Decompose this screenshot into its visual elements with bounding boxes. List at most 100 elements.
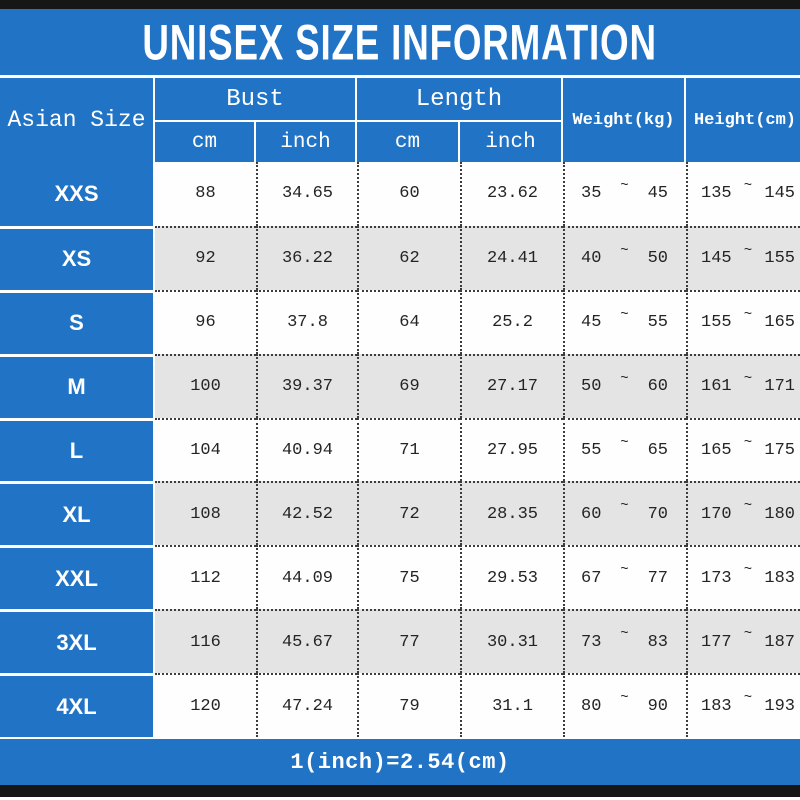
weight-range-cell: 67 ~ 77: [563, 545, 686, 610]
table-row: M 100 39.37 69 27.17 50 ~ 60 161 ~ 171: [0, 353, 800, 418]
weight-range-cell: 60 ~ 70: [563, 481, 686, 546]
weight-range-cell: 55 ~ 65: [563, 417, 686, 482]
length-cm-cell: 71: [357, 417, 460, 482]
height-max: 145: [764, 184, 795, 204]
size-label-cell: 3XL: [0, 609, 155, 674]
length-cm-cell: 60: [357, 162, 460, 226]
weight-max: 65: [647, 441, 668, 460]
size-label-cell: S: [0, 289, 155, 354]
height-max: 155: [764, 249, 795, 269]
bust-cm-cell: 120: [155, 673, 256, 738]
length-inch-cell: 23.62: [460, 162, 563, 226]
height-range-cell: 177 ~ 187: [686, 609, 800, 674]
weight-max: 70: [647, 504, 668, 524]
weight-max: 90: [647, 696, 668, 716]
weight-min: 55: [581, 441, 602, 460]
weight-min: 60: [581, 504, 602, 524]
table-row: XS 92 36.22 62 24.41 40 ~ 50 145 ~ 155: [0, 225, 800, 290]
tilde-separator: ~: [743, 434, 753, 451]
bust-inch-cell: 36.22: [256, 225, 357, 290]
size-label-cell: XS: [0, 225, 155, 290]
table-row: S 96 37.8 64 25.2 45 ~ 55 155 ~ 165: [0, 289, 800, 354]
weight-min: 35: [581, 184, 602, 204]
length-cm-cell: 62: [357, 225, 460, 290]
table-row: XXL 112 44.09 75 29.53 67 ~ 77 173 ~ 183: [0, 545, 800, 610]
table-row: XXS 88 34.65 60 23.62 35 ~ 45 135 ~ 145: [0, 162, 800, 226]
bust-cm-cell: 92: [155, 225, 256, 290]
length-cm-cell: 77: [357, 609, 460, 674]
tilde-separator: ~: [620, 690, 629, 707]
weight-min: 40: [581, 249, 602, 269]
header-length-group: Length: [357, 78, 561, 120]
weight-range-cell: 80 ~ 90: [563, 673, 686, 738]
length-cm-cell: 79: [357, 673, 460, 738]
weight-range-cell: 35 ~ 45: [563, 162, 686, 226]
weight-range-cell: 73 ~ 83: [563, 609, 686, 674]
tilde-separator: ~: [743, 562, 753, 579]
conversion-note: 1(inch)=2.54(cm): [290, 749, 510, 775]
table-row: L 104 40.94 71 27.95 55 ~ 65 165 ~ 175: [0, 417, 800, 482]
height-range-cell: 145 ~ 155: [686, 225, 800, 290]
title-bar: UNISEX SIZE INFORMATION: [0, 9, 800, 78]
weight-max: 83: [647, 632, 668, 652]
length-inch-cell: 25.2: [460, 289, 563, 354]
top-frame-bar: [0, 0, 800, 9]
header-bust-cm: cm: [155, 122, 254, 162]
size-label-cell: XXS: [0, 162, 155, 226]
bust-inch-cell: 39.37: [256, 353, 357, 418]
bust-cm-cell: 96: [155, 289, 256, 354]
bust-inch-cell: 44.09: [256, 545, 357, 610]
length-cm-cell: 72: [357, 481, 460, 546]
length-inch-cell: 30.31: [460, 609, 563, 674]
size-label-cell: L: [0, 417, 155, 482]
bottom-frame-bar: [0, 785, 800, 797]
length-inch-cell: 31.1: [460, 673, 563, 738]
length-inch-cell: 27.17: [460, 353, 563, 418]
weight-min: 73: [581, 632, 602, 652]
height-min: 173: [701, 568, 732, 588]
height-max: 171: [764, 377, 795, 397]
bust-cm-cell: 116: [155, 609, 256, 674]
length-inch-cell: 24.41: [460, 225, 563, 290]
table-row: 4XL 120 47.24 79 31.1 80 ~ 90 183 ~ 193: [0, 673, 800, 738]
height-min: 155: [701, 313, 732, 333]
table-header: Asian Size Bust Length cm inch cm inch W…: [0, 78, 800, 162]
length-cm-cell: 64: [357, 289, 460, 354]
bust-inch-cell: 47.24: [256, 673, 357, 738]
length-inch-cell: 27.95: [460, 417, 563, 482]
length-inch-cell: 29.53: [460, 545, 563, 610]
bust-cm-cell: 108: [155, 481, 256, 546]
height-min: 145: [701, 249, 732, 269]
tilde-separator: ~: [620, 306, 629, 323]
weight-max: 45: [647, 184, 668, 204]
tilde-separator: ~: [620, 434, 629, 451]
tilde-separator: ~: [743, 306, 753, 323]
weight-range-cell: 45 ~ 55: [563, 289, 686, 354]
table-row: 3XL 116 45.67 77 30.31 73 ~ 83 177 ~ 187: [0, 609, 800, 674]
height-max: 175: [764, 441, 795, 460]
bust-inch-cell: 37.8: [256, 289, 357, 354]
header-length-inch: inch: [460, 122, 561, 162]
header-length-cm: cm: [357, 122, 458, 162]
weight-min: 50: [581, 377, 602, 397]
height-max: 193: [764, 696, 795, 716]
length-cm-cell: 75: [357, 545, 460, 610]
height-min: 183: [701, 696, 732, 716]
height-range-cell: 155 ~ 165: [686, 289, 800, 354]
height-range-cell: 135 ~ 145: [686, 162, 800, 226]
page-title: UNISEX SIZE INFORMATION: [142, 13, 658, 71]
bust-cm-cell: 104: [155, 417, 256, 482]
weight-min: 80: [581, 696, 602, 716]
bust-cm-cell: 88: [155, 162, 256, 226]
height-range-cell: 183 ~ 193: [686, 673, 800, 738]
weight-max: 50: [647, 249, 668, 269]
table-row: XL 108 42.52 72 28.35 60 ~ 70 170 ~ 180: [0, 481, 800, 546]
weight-range-cell: 40 ~ 50: [563, 225, 686, 290]
height-min: 165: [701, 441, 732, 460]
height-min: 170: [701, 504, 732, 524]
height-min: 135: [701, 184, 732, 204]
footer-bar: 1(inch)=2.54(cm): [0, 737, 800, 785]
bust-inch-cell: 34.65: [256, 162, 357, 226]
tilde-separator: ~: [743, 626, 753, 643]
